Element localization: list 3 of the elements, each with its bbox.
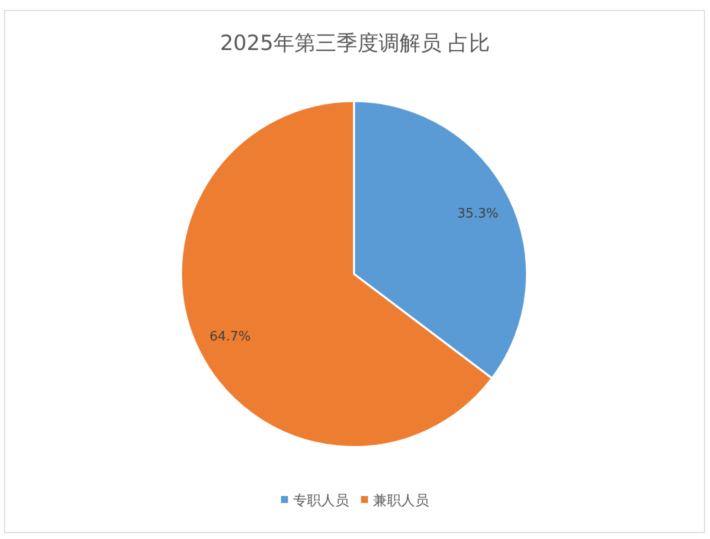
legend-label: 兼职人员 [373, 493, 429, 509]
title: 2025年第三季度调解员 占比 [220, 31, 490, 55]
legend-label: 专职人员 [293, 493, 349, 509]
